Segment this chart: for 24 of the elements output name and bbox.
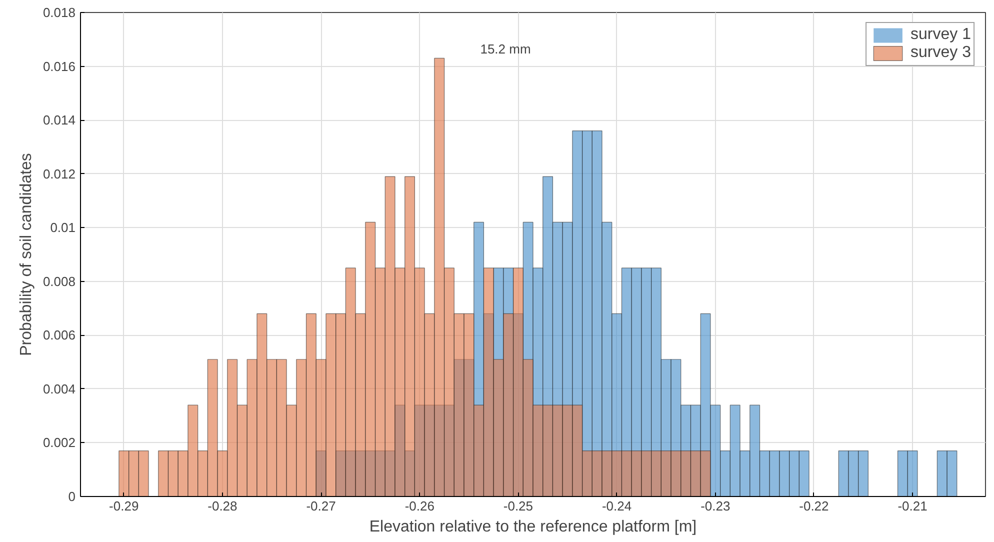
x-tick-label: -0.27 (306, 498, 336, 514)
x-axis-title: Elevation relative to the reference platform [m] (369, 518, 697, 536)
y-tick-label: 0.012 (42, 166, 76, 182)
y-tick-label: 0.018 (42, 5, 76, 20)
x-tick-label: -0.28 (208, 498, 238, 514)
y-tick-label: 0 (68, 489, 76, 504)
y-axis-title: Probability of soil candidates (18, 153, 35, 356)
y-tick-label: 0.004 (42, 381, 76, 396)
x-tick-label: -0.23 (700, 498, 730, 514)
x-tick-label: -0.29 (109, 498, 139, 514)
x-tick-label: -0.25 (503, 498, 534, 514)
legend-label: survey 1 (910, 26, 971, 44)
x-tick-label: -0.26 (404, 498, 434, 514)
annotation: 15.2 mm (480, 42, 531, 56)
y-tick-label: 0.01 (50, 220, 76, 236)
y-tick-label: 0.008 (42, 274, 76, 289)
y-tick-label: 0.002 (42, 435, 76, 450)
y-tick-label: 0.016 (42, 58, 76, 74)
x-tick-label: -0.22 (799, 498, 829, 514)
x-tick-label: -0.24 (602, 498, 632, 514)
y-tick-label: 0.006 (42, 328, 76, 343)
y-tick-label: 0.014 (42, 112, 76, 128)
x-tick-label: -0.21 (898, 498, 928, 514)
legend-label: survey 3 (910, 44, 971, 62)
